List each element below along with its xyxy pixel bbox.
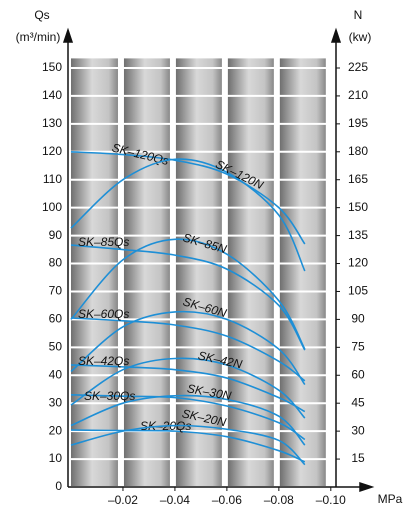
curve [70,238,306,350]
curve [70,424,306,466]
y-tick-label: 20 [49,423,63,437]
y2-tick-label: 75 [351,340,365,354]
curve [70,158,306,272]
curve [70,394,306,446]
y-tick-label: 10 [49,451,63,465]
curve [70,317,306,382]
y2-tick-label: 195 [348,116,368,130]
y-tick-label: 50 [49,340,63,354]
curve-label: SK–42Qs [78,354,129,368]
y-tick-label: 120 [42,144,62,158]
y-tick-label: 150 [42,60,62,74]
y2-tick-label: 60 [351,367,365,381]
y2-tick-label: 225 [348,60,368,74]
y-tick-label: 40 [49,367,63,381]
y-tick-label: 80 [49,256,63,270]
curve [70,364,306,413]
curve-label: SK–60Qs [78,307,129,321]
curve [70,150,306,245]
curve-label: SK–30Qs [84,389,135,403]
y-tick-label: 60 [49,312,63,326]
x-tick-label: –0.10 [316,493,346,507]
y-tick-label: 70 [49,284,63,298]
curve [70,357,306,419]
y-axis-arrow [62,27,74,43]
y2-tick-label: 120 [348,256,368,270]
curve [70,244,306,351]
y2-tick-label: 150 [348,200,368,214]
y2-tick-label: 180 [348,144,368,158]
x-tick-label: –0.02 [108,493,138,507]
y-axis-unit: (m³/min) [16,30,61,44]
y2-tick-label: 30 [351,423,365,437]
curve [70,310,306,386]
y-tick-label: 30 [49,395,63,409]
x-tick-label: –0.06 [212,493,242,507]
y2-tick-label: 135 [348,228,368,242]
x-axis-arrow [359,481,375,493]
y-tick-label: 0 [55,479,62,493]
y2-tick-label: 105 [348,284,368,298]
y2-tick-label: 45 [351,395,365,409]
y2-tick-label: 165 [348,172,368,186]
y-axis-label: Qs [34,8,49,22]
x-axis-label: MPa [378,492,403,506]
y2-tick-label: 15 [351,451,365,465]
y2-axis-unit: (kw) [349,30,372,44]
y-tick-label: 90 [49,228,63,242]
y-tick-label: 100 [42,200,62,214]
x-tick-label: –0.04 [160,493,190,507]
y2-tick-label: 90 [351,312,365,326]
y-tick-label: 110 [43,172,62,186]
y-tick-label: 130 [42,116,62,130]
grid-band [123,58,170,488]
curve [70,394,306,441]
grid-band [175,58,222,488]
y2-tick-label: 210 [348,88,368,102]
curve [70,429,306,463]
x-tick-label: –0.08 [264,493,294,507]
y-tick-label: 140 [42,88,62,102]
y2-axis-arrow [330,27,342,43]
curve-label: SK–85Qs [78,235,129,249]
y2-axis-label: N [354,8,363,22]
